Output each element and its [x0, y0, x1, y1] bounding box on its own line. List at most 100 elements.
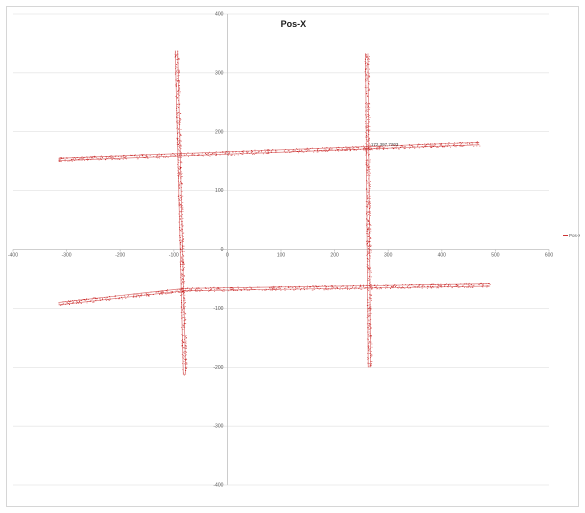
data-point — [179, 227, 181, 228]
data-point — [316, 287, 318, 289]
data-point — [380, 146, 382, 148]
data-point — [369, 211, 371, 212]
data-point — [182, 292, 184, 293]
data-point — [175, 95, 177, 97]
data-point — [177, 146, 179, 147]
data-point — [178, 141, 180, 143]
data-point — [179, 195, 181, 196]
data-point — [434, 145, 436, 147]
data-point — [370, 285, 372, 287]
data-point — [140, 292, 142, 294]
data-point — [181, 294, 183, 296]
data-point — [162, 291, 163, 293]
data-point — [367, 254, 369, 255]
data-point — [234, 154, 236, 156]
data-point — [366, 188, 368, 189]
data-point — [367, 327, 369, 328]
data-point — [178, 176, 179, 178]
data-point — [371, 355, 373, 357]
data-point — [139, 296, 141, 298]
data-point — [107, 299, 109, 300]
data-point — [178, 205, 180, 206]
data-point — [443, 146, 445, 148]
data-point — [369, 215, 371, 216]
data-point — [149, 295, 150, 297]
data-point — [123, 156, 125, 158]
data-point — [370, 351, 372, 352]
data-point — [75, 158, 77, 160]
data-point — [128, 295, 130, 296]
data-point — [368, 214, 369, 215]
data-point — [367, 240, 369, 242]
data-point — [366, 133, 368, 135]
data-point — [170, 291, 172, 292]
data-point — [358, 287, 360, 289]
data-point — [368, 344, 370, 346]
data-point — [178, 153, 180, 155]
data-point — [242, 151, 244, 153]
data-point — [200, 289, 202, 291]
data-point — [183, 238, 184, 240]
data-point — [289, 286, 291, 288]
data-point — [257, 286, 258, 288]
data-point — [369, 246, 371, 247]
data-point — [177, 196, 179, 198]
data-point — [180, 295, 182, 296]
data-point — [370, 145, 372, 147]
data-point — [260, 151, 262, 153]
data-point — [202, 155, 204, 157]
data-point — [183, 354, 184, 356]
data-point — [407, 285, 409, 286]
data-point — [378, 146, 380, 148]
data-point — [459, 145, 461, 146]
data-point — [218, 288, 220, 289]
data-point — [369, 172, 371, 174]
data-point — [183, 255, 185, 257]
data-point — [187, 287, 189, 289]
data-point — [427, 286, 429, 287]
data-point — [231, 155, 233, 156]
data-point — [429, 144, 431, 146]
data-point — [233, 290, 235, 292]
data-point — [297, 151, 299, 152]
data-point — [298, 150, 300, 152]
data-point — [268, 149, 270, 151]
data-point — [119, 297, 121, 299]
data-point — [174, 291, 176, 293]
data-point — [366, 170, 368, 172]
data-point — [368, 313, 370, 314]
data-point — [370, 312, 372, 314]
data-point — [421, 146, 423, 147]
data-point — [191, 290, 193, 292]
data-point — [176, 142, 178, 143]
data-point — [418, 147, 420, 149]
data-point — [159, 155, 161, 157]
data-point — [291, 151, 293, 152]
data-point — [178, 291, 179, 293]
data-point — [244, 288, 246, 290]
data-point — [398, 148, 400, 150]
data-point — [182, 269, 184, 271]
data-point — [373, 145, 375, 147]
data-point — [367, 134, 369, 135]
data-point — [90, 300, 92, 301]
data-point — [306, 288, 308, 290]
data-point — [274, 286, 276, 287]
data-point — [147, 295, 149, 297]
data-point — [414, 146, 416, 148]
data-point — [182, 248, 183, 250]
data-point — [445, 144, 447, 146]
data-point — [312, 289, 314, 291]
data-point — [212, 152, 214, 154]
data-point — [366, 215, 368, 217]
data-point — [336, 286, 338, 288]
data-point — [367, 220, 369, 221]
data-point — [177, 68, 179, 70]
data-point — [421, 284, 423, 286]
data-point — [179, 174, 180, 176]
data-point — [63, 157, 65, 159]
data-point — [367, 228, 369, 230]
data-point — [180, 306, 182, 308]
data-point — [220, 151, 222, 153]
data-point — [374, 145, 376, 146]
